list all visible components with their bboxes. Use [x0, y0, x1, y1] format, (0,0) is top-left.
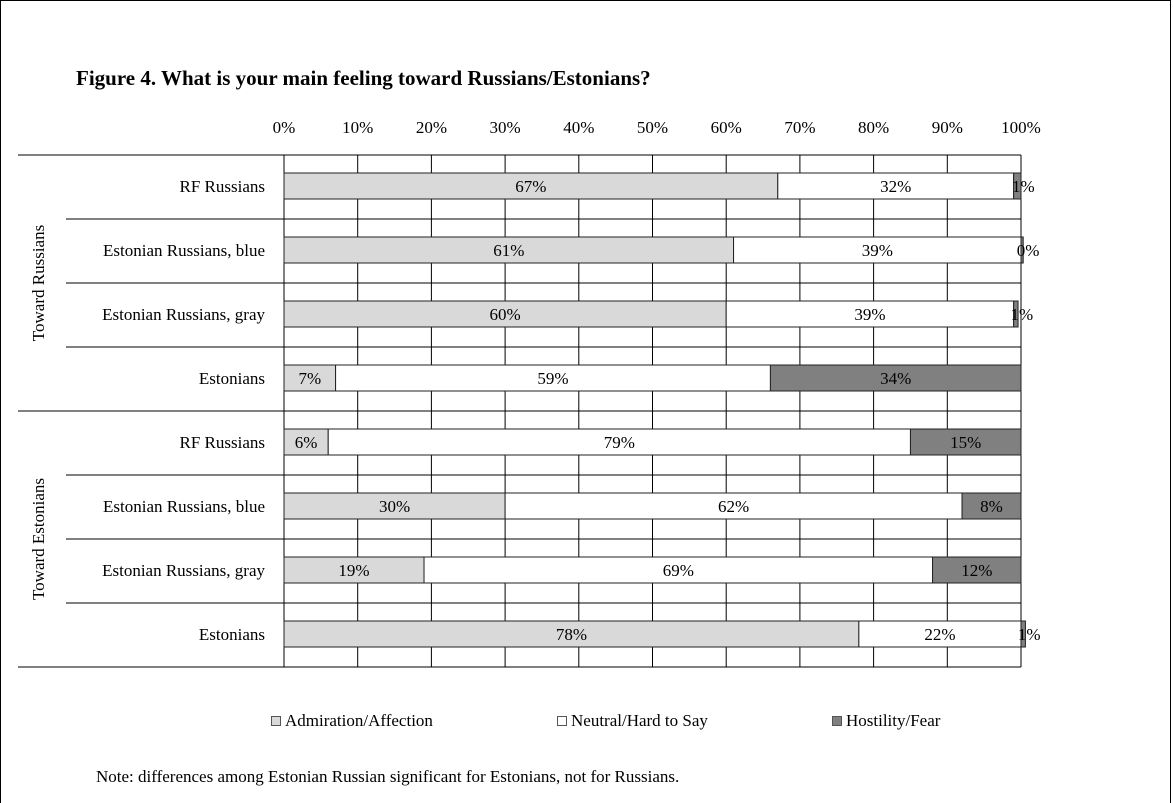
data-label: 12%: [961, 561, 992, 580]
legend: Admiration/Affection Neutral/Hard to Say…: [0, 711, 1171, 735]
data-label: 79%: [604, 433, 635, 452]
x-tick-label: 80%: [858, 118, 889, 137]
data-label: 62%: [718, 497, 749, 516]
bar-segment: [1013, 172, 1022, 200]
bar-segment: [1020, 620, 1026, 648]
data-label: 60%: [490, 305, 521, 324]
data-label: 1%: [1012, 177, 1035, 196]
bar-segment: [858, 620, 1022, 648]
category-label: Estonian Russians, gray: [102, 305, 265, 324]
x-tick-label: 10%: [342, 118, 373, 137]
x-tick-label: 100%: [1001, 118, 1041, 137]
category-labels: RF Russians Estonian Russians, blue Estoni…: [102, 177, 265, 644]
data-label: 6%: [295, 433, 318, 452]
data-labels: 67% 32% 1% 61% 39% 0% 60% 39% 1% 7% 59% 34% 6% 79% 15%…: [295, 177, 1041, 644]
legend-swatch-hostility: [832, 716, 842, 726]
category-label: Estonians: [199, 625, 265, 644]
data-label: 22%: [924, 625, 955, 644]
x-tick-label: 50%: [637, 118, 668, 137]
x-tick-label: 90%: [932, 118, 963, 137]
data-label: 7%: [298, 369, 321, 388]
bar-segment: [504, 492, 963, 520]
data-label: 61%: [493, 241, 524, 260]
bar-segment: [335, 364, 771, 392]
data-label: 1%: [1018, 625, 1041, 644]
legend-item-neutral: Neutral/Hard to Say: [557, 711, 708, 731]
x-tick-label: 0%: [273, 118, 296, 137]
data-label: 39%: [854, 305, 885, 324]
grid-lines: [18, 154, 1022, 668]
x-axis-ticks: 0% 10% 20% 30% 40% 50% 60% 70% 80% 90% 100%: [273, 118, 1041, 137]
bar-segment: [1013, 300, 1019, 328]
data-label: 59%: [537, 369, 568, 388]
bar-segment: [777, 172, 1015, 200]
group-label: Toward Russians: [29, 225, 48, 341]
legend-label-hostility: Hostility/Fear: [846, 711, 941, 730]
data-label: 30%: [379, 497, 410, 516]
data-label: 15%: [950, 433, 981, 452]
bar-segment: [725, 300, 1015, 328]
bar-segment: [283, 492, 506, 520]
x-tick-label: 60%: [711, 118, 742, 137]
data-label: 32%: [880, 177, 911, 196]
bar-segment: [932, 556, 1022, 584]
bar-segment: [283, 556, 425, 584]
bar-segment: [1020, 236, 1024, 264]
group-label: Toward Estonians: [29, 478, 48, 600]
category-label: Estonians: [199, 369, 265, 388]
legend-swatch-neutral: [557, 716, 567, 726]
data-label: 78%: [556, 625, 587, 644]
category-label: RF Russians: [180, 177, 266, 196]
data-label: 39%: [862, 241, 893, 260]
category-label: Estonian Russians, blue: [103, 497, 265, 516]
bar-segment: [283, 620, 860, 648]
data-label: 69%: [663, 561, 694, 580]
category-label: Estonian Russians, gray: [102, 561, 265, 580]
chart-note: Note: differences among Estonian Russian…: [96, 767, 680, 786]
data-label: 34%: [880, 369, 911, 388]
data-label: 0%: [1017, 241, 1040, 260]
legend-label-neutral: Neutral/Hard to Say: [571, 711, 708, 730]
bars: [283, 172, 1026, 648]
legend-item-admiration: Admiration/Affection: [271, 711, 433, 731]
group-labels: Toward Russians Toward Estonians: [29, 225, 48, 600]
bar-segment: [283, 236, 735, 264]
chart-title: Figure 4. What is your main feeling towa…: [76, 66, 651, 90]
bar-segment: [961, 492, 1022, 520]
category-label: RF Russians: [180, 433, 266, 452]
x-tick-label: 70%: [784, 118, 815, 137]
x-tick-label: 40%: [563, 118, 594, 137]
x-tick-label: 20%: [416, 118, 447, 137]
data-label: 8%: [980, 497, 1003, 516]
bar-segment: [283, 364, 337, 392]
bar-segment: [283, 428, 329, 456]
legend-item-hostility: Hostility/Fear: [832, 711, 940, 731]
legend-swatch-admiration: [271, 716, 281, 726]
bar-segment: [327, 428, 911, 456]
bar-segment: [769, 364, 1022, 392]
data-label: 19%: [338, 561, 369, 580]
bar-segment: [283, 172, 779, 200]
data-label: 1%: [1011, 305, 1034, 324]
legend-label-admiration: Admiration/Affection: [285, 711, 433, 730]
x-tick-label: 30%: [490, 118, 521, 137]
bar-segment: [909, 428, 1022, 456]
category-label: Estonian Russians, blue: [103, 241, 265, 260]
data-label: 67%: [515, 177, 546, 196]
